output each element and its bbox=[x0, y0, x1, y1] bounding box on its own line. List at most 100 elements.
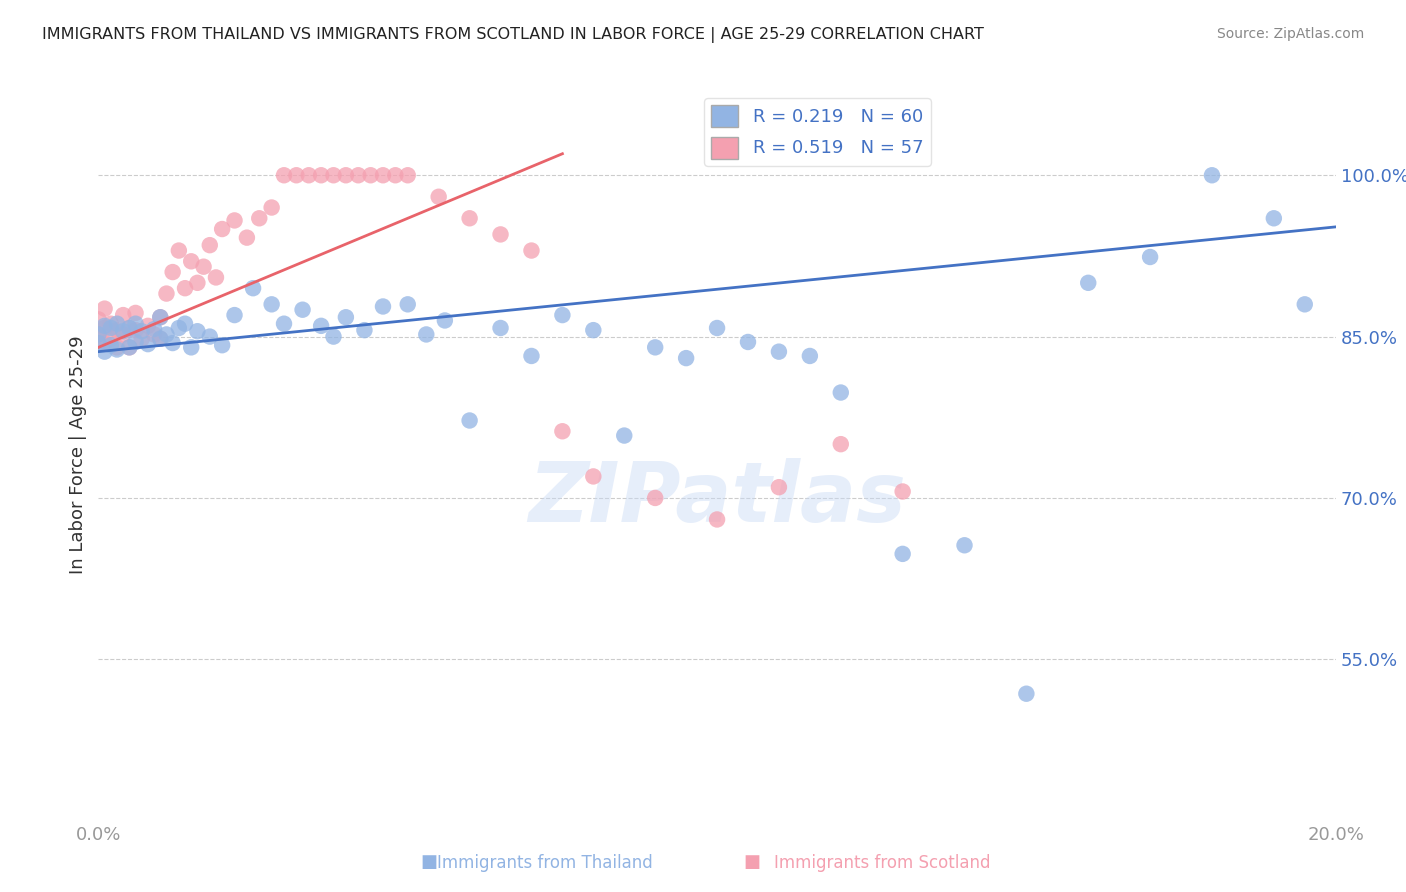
Point bbox=[93, 318, 115, 333]
Text: ■: ■ bbox=[744, 854, 761, 871]
Point bbox=[353, 323, 375, 337]
Point bbox=[105, 317, 128, 331]
Point bbox=[155, 286, 177, 301]
Point bbox=[87, 336, 110, 351]
Point bbox=[93, 321, 115, 335]
Point bbox=[458, 413, 481, 427]
Point bbox=[180, 254, 202, 268]
Point bbox=[143, 322, 166, 336]
Point bbox=[520, 244, 543, 258]
Point bbox=[143, 327, 166, 342]
Point bbox=[737, 334, 759, 349]
Point bbox=[118, 321, 141, 335]
Point bbox=[309, 318, 332, 333]
Point bbox=[768, 344, 790, 359]
Point bbox=[706, 512, 728, 526]
Point bbox=[458, 211, 481, 226]
Point bbox=[953, 538, 976, 552]
Point bbox=[87, 327, 110, 342]
Point bbox=[582, 323, 605, 337]
Point bbox=[799, 349, 821, 363]
Point bbox=[551, 424, 574, 438]
Text: ZIPatlas: ZIPatlas bbox=[529, 458, 905, 540]
Point bbox=[198, 238, 221, 252]
Legend: R = 0.219   N = 60, R = 0.519   N = 57: R = 0.219 N = 60, R = 0.519 N = 57 bbox=[704, 98, 931, 166]
Point bbox=[433, 313, 456, 327]
Text: Source: ZipAtlas.com: Source: ZipAtlas.com bbox=[1216, 27, 1364, 41]
Point bbox=[136, 337, 159, 351]
Point bbox=[105, 340, 128, 354]
Point bbox=[551, 308, 574, 322]
Point bbox=[291, 302, 314, 317]
Point bbox=[100, 338, 122, 352]
Point bbox=[174, 317, 197, 331]
Point bbox=[118, 321, 141, 335]
Point bbox=[93, 301, 115, 316]
Point bbox=[322, 168, 344, 182]
Point bbox=[224, 213, 246, 227]
Point bbox=[298, 168, 321, 182]
Point bbox=[489, 321, 512, 335]
Point bbox=[520, 349, 543, 363]
Point bbox=[236, 230, 259, 244]
Point bbox=[706, 321, 728, 335]
Point bbox=[891, 547, 914, 561]
Point bbox=[124, 323, 146, 337]
Point bbox=[260, 201, 283, 215]
Point bbox=[273, 168, 295, 182]
Point bbox=[1263, 211, 1285, 226]
Point bbox=[489, 227, 512, 242]
Point bbox=[149, 310, 172, 325]
Point bbox=[124, 306, 146, 320]
Point bbox=[93, 344, 115, 359]
Point bbox=[112, 327, 135, 342]
Point bbox=[124, 317, 146, 331]
Point bbox=[582, 469, 605, 483]
Point bbox=[415, 327, 437, 342]
Point bbox=[167, 321, 190, 335]
Point bbox=[155, 327, 177, 342]
Point bbox=[891, 484, 914, 499]
Point bbox=[87, 336, 110, 351]
Point bbox=[93, 336, 115, 351]
Point bbox=[174, 281, 197, 295]
Point bbox=[112, 324, 135, 338]
Point bbox=[198, 329, 221, 343]
Point bbox=[371, 168, 394, 182]
Point bbox=[211, 222, 233, 236]
Point bbox=[162, 265, 184, 279]
Point bbox=[613, 428, 636, 442]
Point bbox=[396, 168, 419, 182]
Point bbox=[193, 260, 215, 274]
Point bbox=[1294, 297, 1316, 311]
Point bbox=[322, 329, 344, 343]
Y-axis label: In Labor Force | Age 25-29: In Labor Force | Age 25-29 bbox=[69, 335, 87, 574]
Point bbox=[1201, 168, 1223, 182]
Point bbox=[112, 308, 135, 322]
Point bbox=[118, 340, 141, 354]
Point bbox=[768, 480, 790, 494]
Point bbox=[335, 168, 357, 182]
Point bbox=[644, 340, 666, 354]
Point bbox=[180, 340, 202, 354]
Text: ■: ■ bbox=[420, 854, 437, 871]
Point bbox=[1077, 276, 1099, 290]
Text: IMMIGRANTS FROM THAILAND VS IMMIGRANTS FROM SCOTLAND IN LABOR FORCE | AGE 25-29 : IMMIGRANTS FROM THAILAND VS IMMIGRANTS F… bbox=[42, 27, 984, 43]
Text: Immigrants from Scotland: Immigrants from Scotland bbox=[754, 855, 990, 872]
Point bbox=[149, 332, 172, 346]
Point bbox=[347, 168, 370, 182]
Point bbox=[186, 324, 208, 338]
Point bbox=[242, 281, 264, 295]
Point bbox=[371, 300, 394, 314]
Point bbox=[87, 312, 110, 326]
Point bbox=[830, 437, 852, 451]
Text: Immigrants from Thailand: Immigrants from Thailand bbox=[416, 855, 652, 872]
Point bbox=[644, 491, 666, 505]
Point bbox=[100, 317, 122, 331]
Point bbox=[260, 297, 283, 311]
Point bbox=[124, 334, 146, 349]
Point bbox=[205, 270, 228, 285]
Point bbox=[105, 323, 128, 337]
Point bbox=[136, 318, 159, 333]
Point bbox=[131, 324, 153, 338]
